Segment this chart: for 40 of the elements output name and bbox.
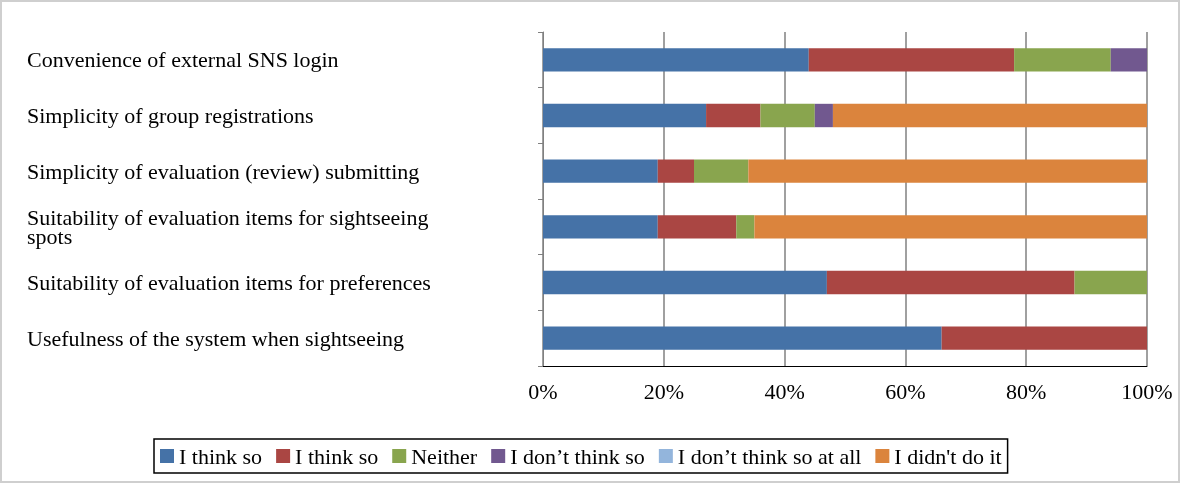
y-tick-label: Simplicity of evaluation (review) submitting bbox=[27, 158, 420, 184]
bar bbox=[657, 159, 694, 183]
legend-label: I don’t think so bbox=[510, 443, 645, 469]
bar bbox=[748, 159, 1147, 183]
x-tick-label: 0% bbox=[528, 378, 558, 404]
y-tick-label: Simplicity of group registrations bbox=[27, 103, 314, 128]
x-tick-label: 100% bbox=[1121, 378, 1173, 404]
bar bbox=[941, 326, 1147, 350]
bar bbox=[1110, 48, 1147, 72]
bar bbox=[543, 326, 942, 350]
bar bbox=[543, 270, 827, 295]
x-tick-label: 20% bbox=[643, 378, 684, 404]
y-tick-label: Suitability of evaluation items for sightseeing spots bbox=[27, 204, 434, 249]
y-tick-label: Suitability of evaluation items for preferences bbox=[27, 270, 431, 295]
bar bbox=[543, 48, 809, 72]
x-tick-label: 80% bbox=[1006, 378, 1047, 404]
bar bbox=[736, 215, 755, 239]
x-tick-label: 40% bbox=[764, 378, 805, 404]
y-tick-label: Convenience of external SNS login bbox=[27, 47, 339, 73]
legend-label: I think so bbox=[295, 443, 379, 469]
bar bbox=[814, 103, 833, 128]
bar bbox=[543, 215, 658, 239]
legend-label: I didn't do it bbox=[894, 443, 1002, 469]
legend-label: Neither bbox=[411, 443, 478, 469]
legend-label: I think so bbox=[179, 443, 263, 469]
bar bbox=[754, 215, 1147, 239]
legend-label: I don’t think so at all bbox=[677, 443, 862, 469]
bar bbox=[543, 159, 658, 183]
bar bbox=[543, 103, 707, 128]
bar bbox=[706, 103, 761, 128]
bar bbox=[1014, 48, 1111, 72]
bar bbox=[694, 159, 749, 183]
x-tick-label: 60% bbox=[885, 378, 926, 404]
bar bbox=[808, 48, 1015, 72]
bar bbox=[826, 270, 1075, 295]
bar bbox=[1074, 270, 1147, 295]
y-tick-label: Usefulness of the system when sightseeing bbox=[27, 325, 404, 351]
bar bbox=[760, 103, 815, 128]
bar bbox=[657, 215, 737, 239]
bar bbox=[832, 103, 1147, 128]
